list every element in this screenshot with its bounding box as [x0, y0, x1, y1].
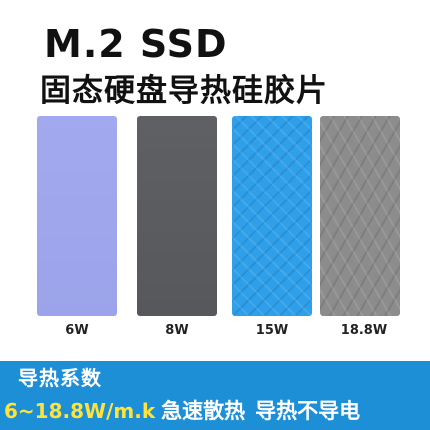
pad-label-15w: 15W: [255, 323, 289, 338]
thermal-pad-6w-swatch: [37, 116, 117, 316]
product-subtitle: 固态硬盘导热硅胶片: [40, 73, 328, 109]
conductivity-heading: 导热系数: [18, 366, 102, 390]
fast-cooling-slogan: 急速散热: [161, 399, 246, 423]
footer-info-row: 6~18.8W/m.k 急速散热 导热不导电: [4, 397, 428, 425]
thermal-pad-8w-swatch: [137, 116, 217, 316]
pad-label-8w: 8W: [165, 323, 189, 338]
conductivity-value: 6~18.8W/m.k: [4, 399, 156, 423]
non-conductive-slogan: 导热不导电: [255, 399, 361, 423]
footer-banner: [0, 361, 430, 430]
pad-label-6w: 6W: [65, 323, 89, 338]
thermal-pad-15w-swatch: [232, 116, 312, 316]
product-title: M.2 SSD: [44, 22, 228, 66]
pad-label-18-8w: 18.8W: [340, 323, 388, 338]
thermal-pad-18-8w-swatch: [320, 116, 400, 316]
